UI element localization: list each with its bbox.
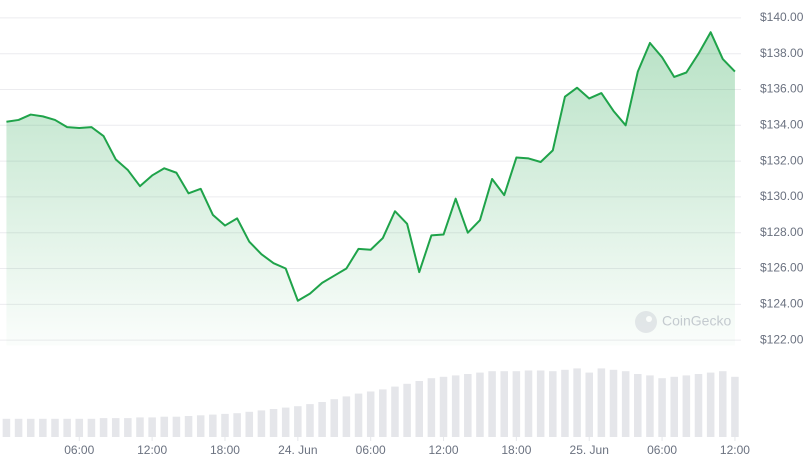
volume-bar: [136, 417, 144, 437]
volume-bar: [294, 406, 302, 437]
volume-bar: [670, 376, 678, 437]
volume-bar: [451, 375, 460, 437]
watermark-logo: [635, 311, 657, 333]
volume-bar: [415, 381, 424, 437]
volume-bar: [524, 370, 533, 437]
x-tick-label: 12:00: [720, 443, 750, 457]
y-tick-label: $124.00: [760, 296, 804, 310]
plot: [6, 31, 736, 346]
volume: [2, 368, 739, 437]
y-tick-label: $138.00: [760, 46, 804, 60]
volume-bar: [51, 418, 59, 437]
volume-bar: [269, 409, 278, 437]
volume-bar: [549, 371, 557, 437]
x-tick-label: 18:00: [501, 443, 531, 457]
volume-bar: [597, 368, 606, 437]
volume-bar: [196, 415, 205, 437]
volume-bar: [403, 383, 411, 437]
volume-bar: [39, 418, 47, 437]
volume-bar: [99, 418, 108, 437]
volume-bar: [646, 375, 654, 437]
volume-bar: [342, 396, 351, 437]
y-tick-label: $126.00: [760, 261, 804, 275]
x-tick-label: 06:00: [356, 443, 386, 457]
volume-bar: [391, 386, 399, 437]
x-tick-label: 25. Jun: [570, 443, 609, 457]
y-tick-label: $136.00: [760, 82, 804, 96]
x-tick-label: 18:00: [210, 443, 240, 457]
x-tick-label: 06:00: [64, 443, 94, 457]
volume-bar: [318, 402, 326, 437]
volume-bar: [233, 413, 241, 437]
price-area: [6, 32, 735, 346]
volume-bar: [281, 407, 290, 437]
volume-bar: [245, 411, 254, 437]
volume-bar: [439, 376, 448, 437]
price-line: [6, 31, 736, 302]
y-tick-label: $128.00: [760, 225, 804, 239]
y-tick-label: $134.00: [760, 117, 804, 131]
volume-bar: [148, 417, 156, 437]
volume-bar: [500, 371, 509, 437]
volume-bar: [366, 391, 375, 437]
volume-bar: [464, 374, 472, 437]
volume-bar: [585, 372, 593, 437]
volume-bar: [512, 371, 521, 437]
volume-bar: [63, 418, 71, 437]
volume-bar: [306, 404, 314, 437]
volume-bar: [111, 418, 120, 437]
y-tick-label: $132.00: [760, 153, 804, 167]
volume-bar: [75, 418, 84, 437]
volume-bar: [184, 416, 193, 437]
volume-bar: [609, 369, 618, 437]
volume-bar: [124, 418, 132, 437]
volume-bar: [694, 374, 703, 437]
volume-bar: [488, 371, 496, 437]
volume-bar: [14, 418, 23, 437]
volume-bar: [87, 418, 96, 437]
volume-bar: [573, 368, 581, 437]
volume-bar: [706, 372, 715, 437]
volume-bar: [658, 378, 666, 437]
volume-bar: [427, 378, 436, 437]
volume-bar: [330, 399, 339, 437]
x-tick-label: 06:00: [647, 443, 677, 457]
y-tick-label: $140.00: [760, 10, 804, 24]
volume-bar: [354, 393, 363, 437]
volume-bar: [379, 389, 387, 437]
labels: $122.00 $124.00 $126.00 $128.00 $130.00 $132.…: [64, 10, 803, 457]
volume-bar: [561, 369, 569, 437]
watermark-logo-eye: [646, 316, 652, 322]
volume-bar: [476, 372, 484, 437]
y-tick-label: $130.00: [760, 189, 804, 203]
volume-bar: [536, 370, 545, 437]
volume-bar: [634, 374, 642, 437]
volume-bar: [621, 371, 630, 437]
watermark-text: CoinGecko: [662, 313, 731, 329]
volume-bar: [719, 371, 727, 437]
volume-bar: [160, 416, 169, 437]
volume-bar: [257, 410, 266, 437]
volume-bar: [2, 418, 11, 437]
volume-bar: [26, 418, 35, 437]
volume-bar: [731, 376, 739, 437]
x-tick-label: 12:00: [137, 443, 167, 457]
volume-bar: [682, 375, 691, 437]
volume-bar: [209, 414, 217, 437]
x-tick-label: 24. Jun: [278, 443, 317, 457]
y-tick-label: $122.00: [760, 332, 804, 346]
watermark: CoinGecko: [635, 311, 731, 333]
volume-bar: [172, 416, 181, 437]
x-tick-label: 12:00: [429, 443, 459, 457]
volume-bar: [221, 413, 229, 437]
